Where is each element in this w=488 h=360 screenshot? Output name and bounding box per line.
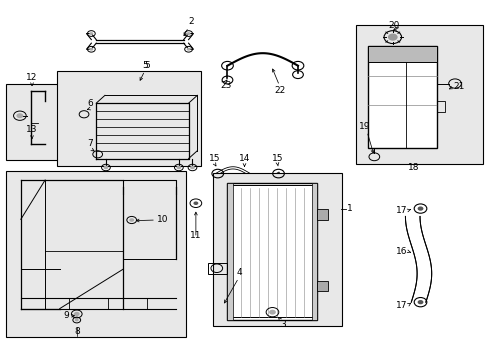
- Text: 14: 14: [238, 154, 250, 163]
- Text: 7: 7: [87, 139, 93, 148]
- Text: 12: 12: [26, 73, 38, 82]
- Bar: [6, 171, 186, 337]
- Text: 11: 11: [190, 231, 201, 240]
- Bar: [207, 263, 226, 274]
- Bar: [356, 24, 482, 164]
- Bar: [311, 183, 317, 320]
- Bar: [212, 173, 341, 327]
- Text: 4: 4: [236, 268, 242, 277]
- Text: 17: 17: [395, 301, 407, 310]
- Bar: [57, 71, 201, 166]
- Text: 20: 20: [388, 21, 399, 30]
- Circle shape: [387, 33, 397, 41]
- Text: 15: 15: [208, 154, 220, 163]
- Bar: [227, 183, 317, 320]
- Text: 16: 16: [395, 247, 407, 256]
- Circle shape: [129, 218, 134, 222]
- Text: 1: 1: [346, 204, 352, 213]
- Bar: [232, 185, 312, 317]
- Bar: [368, 46, 436, 148]
- Circle shape: [17, 113, 23, 118]
- Circle shape: [89, 32, 93, 35]
- Text: 5: 5: [144, 61, 150, 70]
- Circle shape: [176, 166, 181, 169]
- Circle shape: [417, 300, 423, 304]
- Bar: [6, 84, 62, 160]
- Circle shape: [186, 32, 190, 35]
- Text: 5: 5: [142, 61, 147, 70]
- Circle shape: [193, 202, 198, 205]
- Circle shape: [103, 166, 108, 169]
- Text: 6: 6: [87, 99, 93, 108]
- Text: 9: 9: [63, 311, 69, 320]
- Text: 22: 22: [273, 86, 285, 95]
- Bar: [317, 209, 327, 220]
- Circle shape: [417, 206, 423, 211]
- Circle shape: [186, 48, 190, 51]
- Circle shape: [268, 310, 275, 315]
- Circle shape: [190, 166, 195, 169]
- Circle shape: [74, 312, 80, 316]
- Text: 18: 18: [407, 163, 419, 172]
- Circle shape: [75, 319, 79, 321]
- Text: 2: 2: [188, 17, 193, 26]
- Bar: [227, 183, 233, 320]
- Text: 8: 8: [74, 327, 80, 336]
- Text: 15: 15: [271, 154, 283, 163]
- Text: 21: 21: [453, 82, 464, 91]
- Circle shape: [89, 48, 93, 51]
- Bar: [436, 102, 445, 112]
- Bar: [368, 46, 436, 62]
- Text: 19: 19: [359, 122, 370, 131]
- Text: 17: 17: [395, 206, 407, 215]
- Text: 13: 13: [26, 125, 38, 134]
- Text: 3: 3: [280, 320, 285, 329]
- Bar: [317, 281, 327, 292]
- Text: 10: 10: [157, 215, 168, 224]
- Text: 23: 23: [220, 81, 231, 90]
